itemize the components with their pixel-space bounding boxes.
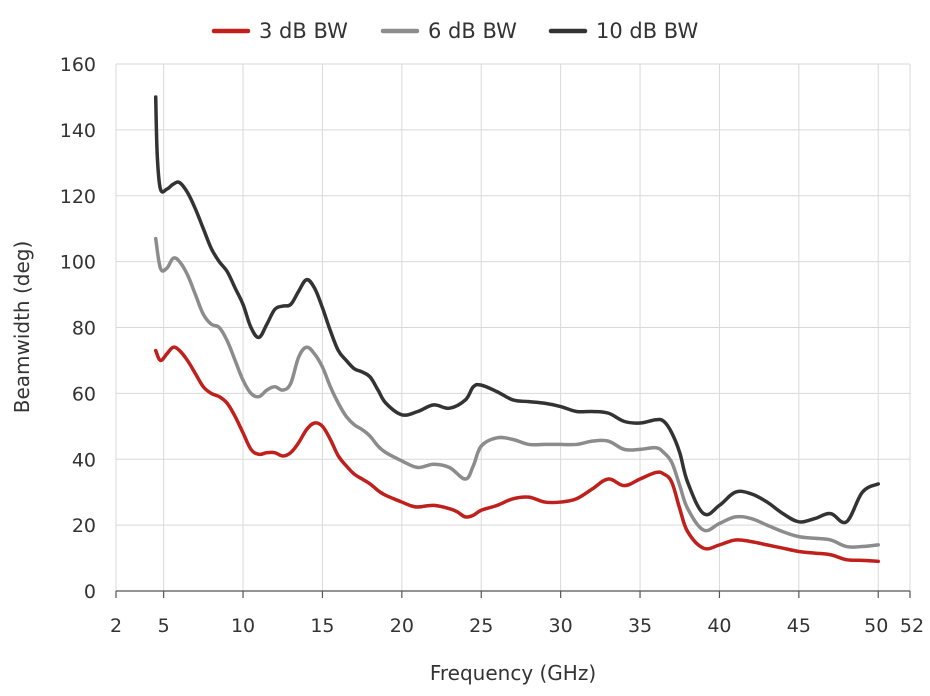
x-tick-label: 50 [864, 615, 888, 637]
y-tick-label: 60 [72, 383, 96, 405]
x-tick-label: 40 [707, 615, 731, 637]
y-tick-label: 0 [84, 581, 96, 603]
series-lines [153, 95, 880, 564]
legend-item: 3 dB BW [211, 19, 348, 43]
legend-item: 6 dB BW [380, 19, 517, 43]
legend: 3 dB BW 6 dB BW 10 dB BW [211, 19, 698, 43]
x-tick-label: 10 [231, 615, 255, 637]
x-tick-label: 45 [787, 615, 811, 637]
x-tick-label: 52 [900, 615, 924, 637]
y-tick-label: 140 [60, 120, 96, 142]
y-tick-label: 160 [60, 54, 96, 76]
legend-item: 10 dB BW [548, 19, 698, 43]
legend-label: 10 dB BW [596, 19, 698, 43]
x-tick-label: 30 [549, 615, 573, 637]
x-axis-title: Frequency (GHz) [430, 661, 596, 685]
legend-label: 3 dB BW [259, 19, 348, 43]
series-line-10-db-bw [153, 95, 880, 525]
x-tick-label: 35 [628, 615, 652, 637]
y-tick-label: 100 [60, 252, 96, 274]
grid [115, 63, 911, 591]
x-tick-label: 15 [310, 615, 334, 637]
legend-label: 6 dB BW [428, 19, 517, 43]
x-tick-label: 5 [158, 615, 170, 637]
y-tick-label: 40 [72, 449, 96, 471]
y-tick-label: 120 [60, 186, 96, 208]
series-line-6-db-bw [153, 236, 880, 549]
x-tick-label: 25 [469, 615, 493, 637]
y-tick-label: 20 [72, 515, 96, 537]
x-tick-label: 20 [390, 615, 414, 637]
series-line-3-db-bw [153, 345, 880, 564]
y-tick-label: 80 [72, 318, 96, 340]
y-axis-title: Beamwidth (deg) [10, 241, 34, 414]
x-tick-label: 2 [110, 615, 122, 637]
